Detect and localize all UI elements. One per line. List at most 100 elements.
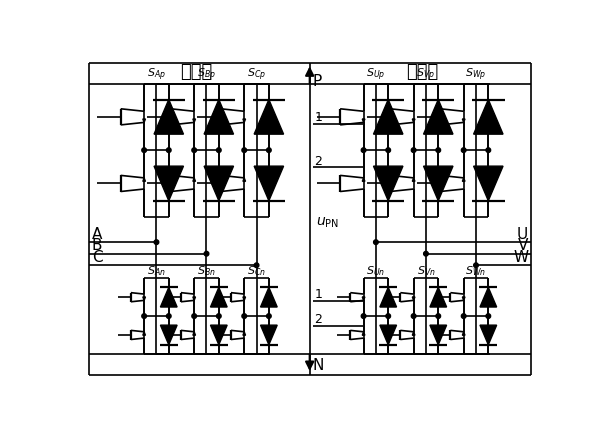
Polygon shape	[204, 100, 234, 135]
Polygon shape	[154, 167, 183, 201]
Text: C: C	[92, 249, 102, 264]
Text: 1: 1	[315, 288, 322, 300]
Circle shape	[267, 314, 271, 319]
Circle shape	[411, 148, 416, 153]
Polygon shape	[211, 326, 227, 345]
Text: A: A	[92, 226, 102, 241]
Polygon shape	[424, 100, 453, 135]
Polygon shape	[474, 167, 503, 201]
Circle shape	[361, 148, 366, 153]
Circle shape	[386, 148, 391, 153]
Circle shape	[217, 148, 221, 153]
Polygon shape	[380, 288, 396, 307]
Polygon shape	[193, 120, 195, 123]
Circle shape	[436, 314, 440, 319]
Circle shape	[242, 148, 246, 153]
Text: 整流级: 整流级	[180, 63, 212, 81]
Text: 2: 2	[315, 155, 322, 167]
Text: $S_{{Bn}}$: $S_{{Bn}}$	[197, 263, 216, 277]
Polygon shape	[462, 120, 465, 123]
Polygon shape	[193, 178, 195, 182]
Polygon shape	[413, 332, 415, 335]
Circle shape	[254, 263, 259, 268]
Polygon shape	[430, 326, 446, 345]
Polygon shape	[462, 178, 465, 182]
Polygon shape	[243, 297, 246, 301]
Polygon shape	[204, 167, 234, 201]
Circle shape	[462, 314, 466, 319]
Circle shape	[486, 148, 491, 153]
Polygon shape	[193, 332, 195, 335]
Polygon shape	[243, 178, 246, 182]
Polygon shape	[362, 178, 365, 182]
Polygon shape	[193, 297, 195, 301]
Circle shape	[411, 314, 416, 319]
Text: B: B	[92, 238, 102, 253]
Polygon shape	[243, 332, 246, 335]
Polygon shape	[254, 100, 284, 135]
Circle shape	[474, 263, 479, 268]
Circle shape	[486, 314, 491, 319]
Polygon shape	[143, 332, 145, 335]
Circle shape	[217, 314, 221, 319]
Text: 1: 1	[315, 111, 322, 123]
Text: $S_{{Up}}$: $S_{{Up}}$	[366, 66, 385, 83]
Polygon shape	[160, 288, 177, 307]
Polygon shape	[373, 167, 403, 201]
Text: P: P	[313, 74, 322, 89]
Circle shape	[373, 240, 378, 245]
Polygon shape	[413, 120, 415, 123]
Polygon shape	[261, 326, 277, 345]
Text: $S_{{Vn}}$: $S_{{Vn}}$	[417, 263, 436, 277]
Text: $S_{{Vp}}$: $S_{{Vp}}$	[416, 66, 436, 83]
Polygon shape	[413, 297, 415, 301]
Text: $S_{{Wn}}$: $S_{{Wn}}$	[465, 263, 486, 277]
Polygon shape	[254, 167, 284, 201]
Text: U: U	[517, 226, 528, 241]
Circle shape	[166, 314, 171, 319]
Polygon shape	[160, 326, 177, 345]
Polygon shape	[413, 178, 415, 182]
Polygon shape	[243, 120, 246, 123]
Circle shape	[192, 148, 197, 153]
Circle shape	[242, 314, 246, 319]
Text: $u_{\mathrm{PN}}$: $u_{\mathrm{PN}}$	[316, 215, 339, 230]
Polygon shape	[380, 326, 396, 345]
Text: 2: 2	[315, 312, 322, 326]
Circle shape	[436, 148, 440, 153]
Circle shape	[361, 314, 366, 319]
Text: $S_{{Ap}}$: $S_{{Ap}}$	[147, 66, 166, 83]
Polygon shape	[143, 120, 145, 123]
Text: V: V	[518, 238, 528, 253]
Polygon shape	[373, 100, 403, 135]
Polygon shape	[143, 178, 145, 182]
Circle shape	[386, 314, 391, 319]
Circle shape	[142, 148, 146, 153]
Text: $S_{{Cn}}$: $S_{{Cn}}$	[247, 263, 266, 277]
Circle shape	[204, 252, 209, 256]
Text: 逆变级: 逆变级	[406, 63, 438, 81]
Text: $S_{{An}}$: $S_{{An}}$	[147, 263, 166, 277]
Polygon shape	[143, 297, 145, 301]
Circle shape	[142, 314, 146, 319]
Polygon shape	[362, 332, 365, 335]
Polygon shape	[362, 120, 365, 123]
Polygon shape	[462, 332, 465, 335]
Text: N: N	[313, 357, 324, 372]
Text: $S_{{Un}}$: $S_{{Un}}$	[366, 263, 385, 277]
Text: W: W	[513, 249, 528, 264]
Circle shape	[462, 148, 466, 153]
Polygon shape	[480, 288, 497, 307]
Polygon shape	[480, 326, 497, 345]
Polygon shape	[474, 100, 503, 135]
Polygon shape	[362, 297, 365, 301]
Circle shape	[424, 252, 428, 256]
Polygon shape	[424, 167, 453, 201]
Polygon shape	[211, 288, 227, 307]
Polygon shape	[261, 288, 277, 307]
Text: $S_{{Cp}}$: $S_{{Cp}}$	[247, 66, 266, 83]
Polygon shape	[462, 297, 465, 301]
Circle shape	[192, 314, 197, 319]
Text: $S_{{Wp}}$: $S_{{Wp}}$	[465, 66, 486, 83]
Circle shape	[166, 148, 171, 153]
